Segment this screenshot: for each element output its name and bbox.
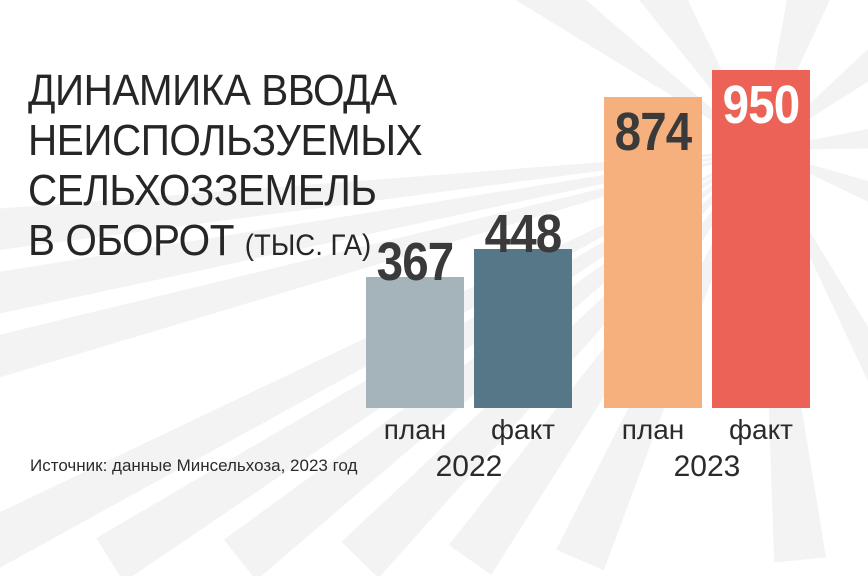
- bar-2023-plan: [604, 97, 702, 408]
- background-ray: [0, 150, 760, 250]
- background-ray: [0, 150, 760, 378]
- category-label: план: [621, 414, 685, 445]
- background-ray: [0, 150, 760, 314]
- bar-value-label: 448: [484, 204, 563, 264]
- title-line-4: В ОБОРОТ (ТЫС. ГА): [28, 216, 422, 271]
- title-line-4-text: В ОБОРОТ: [28, 216, 234, 265]
- background-ray: [639, 0, 760, 150]
- category-label: факт: [729, 414, 793, 445]
- category-label: факт: [491, 414, 555, 445]
- year-label: 2023: [673, 450, 741, 483]
- bar-2022-fact: [474, 249, 572, 408]
- category-label: план: [383, 414, 447, 445]
- title-unit: (ТЫС. ГА): [244, 229, 372, 262]
- bar-value-label: 367: [376, 232, 455, 292]
- year-label: 2022: [435, 450, 503, 483]
- title-line-2: НЕИСПОЛЬЗУЕМЫХ: [28, 116, 423, 165]
- title-line-1: ДИНАМИКА ВВОДА: [28, 66, 397, 115]
- source-note: Источник: данные Минсельхоза, 2023 год: [30, 456, 358, 475]
- background-ray: [760, 150, 868, 202]
- background-ray: [760, 49, 868, 150]
- background-ray: [515, 0, 760, 150]
- bar-2022-plan: [366, 277, 464, 408]
- title-line-3: СЕЛЬХОЗЗЕМЕЛЬ: [28, 166, 377, 215]
- background-ray: [760, 129, 868, 150]
- bar-value-label: 950: [722, 75, 801, 135]
- background-ray: [760, 150, 868, 382]
- chart-title: ДИНАМИКА ВВОДА НЕИСПОЛЬЗУЕМЫХ СЕЛЬХОЗЗЕМ…: [28, 66, 423, 271]
- bar-value-label: 874: [614, 102, 693, 162]
- bar-2023-fact: [712, 70, 810, 408]
